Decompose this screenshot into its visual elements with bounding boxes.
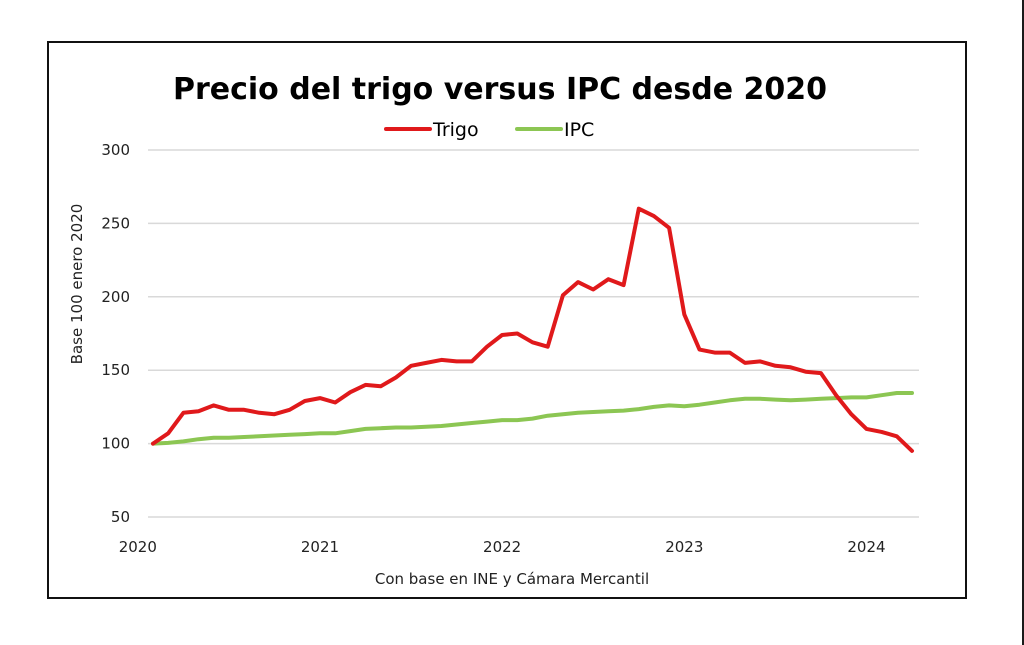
y-tick-label: 300 (101, 141, 130, 159)
y-tick-label: 150 (101, 361, 130, 379)
x-tick-label: 2023 (665, 538, 703, 556)
screen-edge-line (1022, 0, 1024, 645)
y-tick-label: 50 (111, 508, 130, 526)
legend-item-trigo[interactable]: Trigo (384, 119, 479, 141)
series-group (151, 206, 914, 453)
y-tick-label: 250 (101, 214, 130, 232)
x-tick-label: 2021 (301, 538, 339, 556)
chart-frame (47, 41, 967, 599)
y-tick-label: 100 (101, 435, 130, 453)
gridlines (148, 149, 919, 518)
x-axis-label: Con base en INE y Cámara Mercantil (375, 570, 649, 588)
x-tick-label: 2024 (847, 538, 885, 556)
legend-item-ipc[interactable]: IPC (515, 119, 594, 141)
legend: Trigo IPC (384, 119, 594, 141)
y-axis-ticks: 300 250 200 150 100 50 (101, 141, 130, 526)
series-line-trigo (151, 206, 914, 453)
legend-label-trigo: Trigo (432, 119, 479, 141)
x-tick-label: 2020 (119, 538, 157, 556)
y-tick-label: 200 (101, 288, 130, 306)
chart-title: Precio del trigo versus IPC desde 2020 (173, 72, 827, 107)
series-line-ipc (151, 391, 914, 446)
y-axis-label: Base 100 enero 2020 (68, 204, 86, 365)
x-tick-label: 2022 (483, 538, 521, 556)
x-axis-ticks: 2020 2021 2022 2023 2024 (119, 538, 886, 556)
legend-label-ipc: IPC (564, 119, 594, 141)
